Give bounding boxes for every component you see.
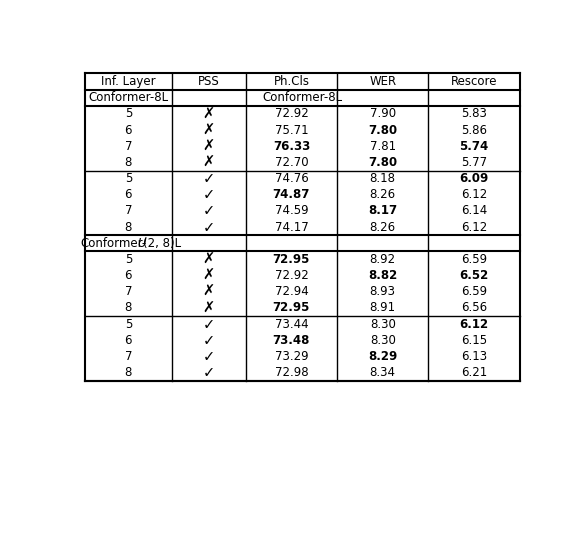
- Text: 7: 7: [125, 350, 132, 363]
- Text: 72.94: 72.94: [274, 285, 308, 298]
- Text: 8: 8: [125, 221, 132, 234]
- Text: ✓: ✓: [203, 317, 215, 332]
- Text: 6.15: 6.15: [461, 334, 487, 347]
- Text: 73.48: 73.48: [272, 334, 310, 347]
- Text: 7.80: 7.80: [368, 124, 397, 137]
- Text: ✓: ✓: [203, 349, 215, 364]
- Text: 7: 7: [125, 204, 132, 217]
- Text: ✓: ✓: [203, 203, 215, 218]
- Text: ✓: ✓: [203, 171, 215, 186]
- Text: PSS: PSS: [198, 75, 220, 88]
- Text: ✗: ✗: [203, 300, 215, 315]
- Text: 5.86: 5.86: [461, 124, 487, 137]
- Text: Rescore: Rescore: [451, 75, 498, 88]
- Text: Conformer-: Conformer-: [81, 237, 147, 250]
- Text: ✗: ✗: [203, 155, 215, 170]
- Text: 5.83: 5.83: [461, 107, 487, 120]
- Text: 72.95: 72.95: [272, 301, 310, 314]
- Text: ✓: ✓: [203, 333, 215, 348]
- Text: 6.59: 6.59: [461, 253, 487, 266]
- Text: 5.74: 5.74: [459, 140, 489, 153]
- Text: 8.34: 8.34: [370, 366, 396, 379]
- Text: 6: 6: [125, 124, 132, 137]
- Text: 6.12: 6.12: [461, 221, 487, 234]
- Text: 6.59: 6.59: [461, 285, 487, 298]
- Text: Ph.Cls: Ph.Cls: [274, 75, 309, 88]
- Text: 6: 6: [125, 188, 132, 201]
- Text: 5: 5: [125, 253, 132, 266]
- Text: 6.12: 6.12: [459, 318, 489, 331]
- Text: (2, 8)L: (2, 8)L: [142, 237, 180, 250]
- Text: 6: 6: [125, 269, 132, 282]
- Text: 7.90: 7.90: [370, 107, 396, 120]
- Text: 75.71: 75.71: [275, 124, 308, 137]
- Text: WER: WER: [369, 75, 396, 88]
- Text: 6.56: 6.56: [461, 301, 487, 314]
- Text: 8.93: 8.93: [370, 285, 396, 298]
- Text: 6: 6: [125, 334, 132, 347]
- Text: 8: 8: [125, 301, 132, 314]
- Text: 72.98: 72.98: [275, 366, 308, 379]
- Text: 6.14: 6.14: [461, 204, 487, 217]
- Text: 5: 5: [125, 318, 132, 331]
- Text: 7.81: 7.81: [370, 140, 396, 153]
- Text: ✗: ✗: [203, 122, 215, 138]
- Text: ✗: ✗: [203, 139, 215, 154]
- Text: 8.91: 8.91: [370, 301, 396, 314]
- Text: 72.92: 72.92: [274, 107, 308, 120]
- Text: 8.29: 8.29: [368, 350, 397, 363]
- Text: 7: 7: [125, 140, 132, 153]
- Text: 5: 5: [125, 107, 132, 120]
- Text: ✓: ✓: [203, 220, 215, 235]
- Text: 74.76: 74.76: [274, 172, 308, 185]
- Text: 8.26: 8.26: [370, 221, 396, 234]
- Text: Conformer-8L: Conformer-8L: [88, 91, 169, 104]
- Text: ✗: ✗: [203, 285, 215, 299]
- Text: 8.26: 8.26: [370, 188, 396, 201]
- Text: 76.33: 76.33: [272, 140, 310, 153]
- Text: 5.77: 5.77: [461, 156, 487, 169]
- Text: 7.80: 7.80: [368, 156, 397, 169]
- Text: 7: 7: [125, 285, 132, 298]
- Text: 6.09: 6.09: [459, 172, 489, 185]
- Text: 72.92: 72.92: [274, 269, 308, 282]
- Text: 8.18: 8.18: [370, 172, 396, 185]
- Text: 74.59: 74.59: [275, 204, 308, 217]
- Text: 6.21: 6.21: [461, 366, 487, 379]
- Text: ✓: ✓: [203, 365, 215, 380]
- Text: Conformer-8L: Conformer-8L: [262, 91, 342, 104]
- Text: Inf. Layer: Inf. Layer: [101, 75, 156, 88]
- Text: 74.17: 74.17: [274, 221, 308, 234]
- Text: 73.29: 73.29: [275, 350, 308, 363]
- Text: 8.82: 8.82: [368, 269, 397, 282]
- Text: ✓: ✓: [203, 188, 215, 202]
- Text: 8.30: 8.30: [370, 318, 396, 331]
- Text: 6.52: 6.52: [459, 269, 489, 282]
- Text: U: U: [137, 237, 146, 250]
- Text: 72.95: 72.95: [272, 253, 310, 266]
- Text: ✗: ✗: [203, 106, 215, 121]
- Text: 8.17: 8.17: [368, 204, 397, 217]
- Text: 73.44: 73.44: [275, 318, 308, 331]
- Text: 8.30: 8.30: [370, 334, 396, 347]
- Text: 74.87: 74.87: [272, 188, 310, 201]
- Text: ✗: ✗: [203, 268, 215, 283]
- Text: 8: 8: [125, 366, 132, 379]
- Text: 72.70: 72.70: [275, 156, 308, 169]
- Text: 8.92: 8.92: [370, 253, 396, 266]
- Text: 8: 8: [125, 156, 132, 169]
- Text: 5: 5: [125, 172, 132, 185]
- Text: 6.13: 6.13: [461, 350, 487, 363]
- Text: 6.12: 6.12: [461, 188, 487, 201]
- Text: ✗: ✗: [203, 252, 215, 267]
